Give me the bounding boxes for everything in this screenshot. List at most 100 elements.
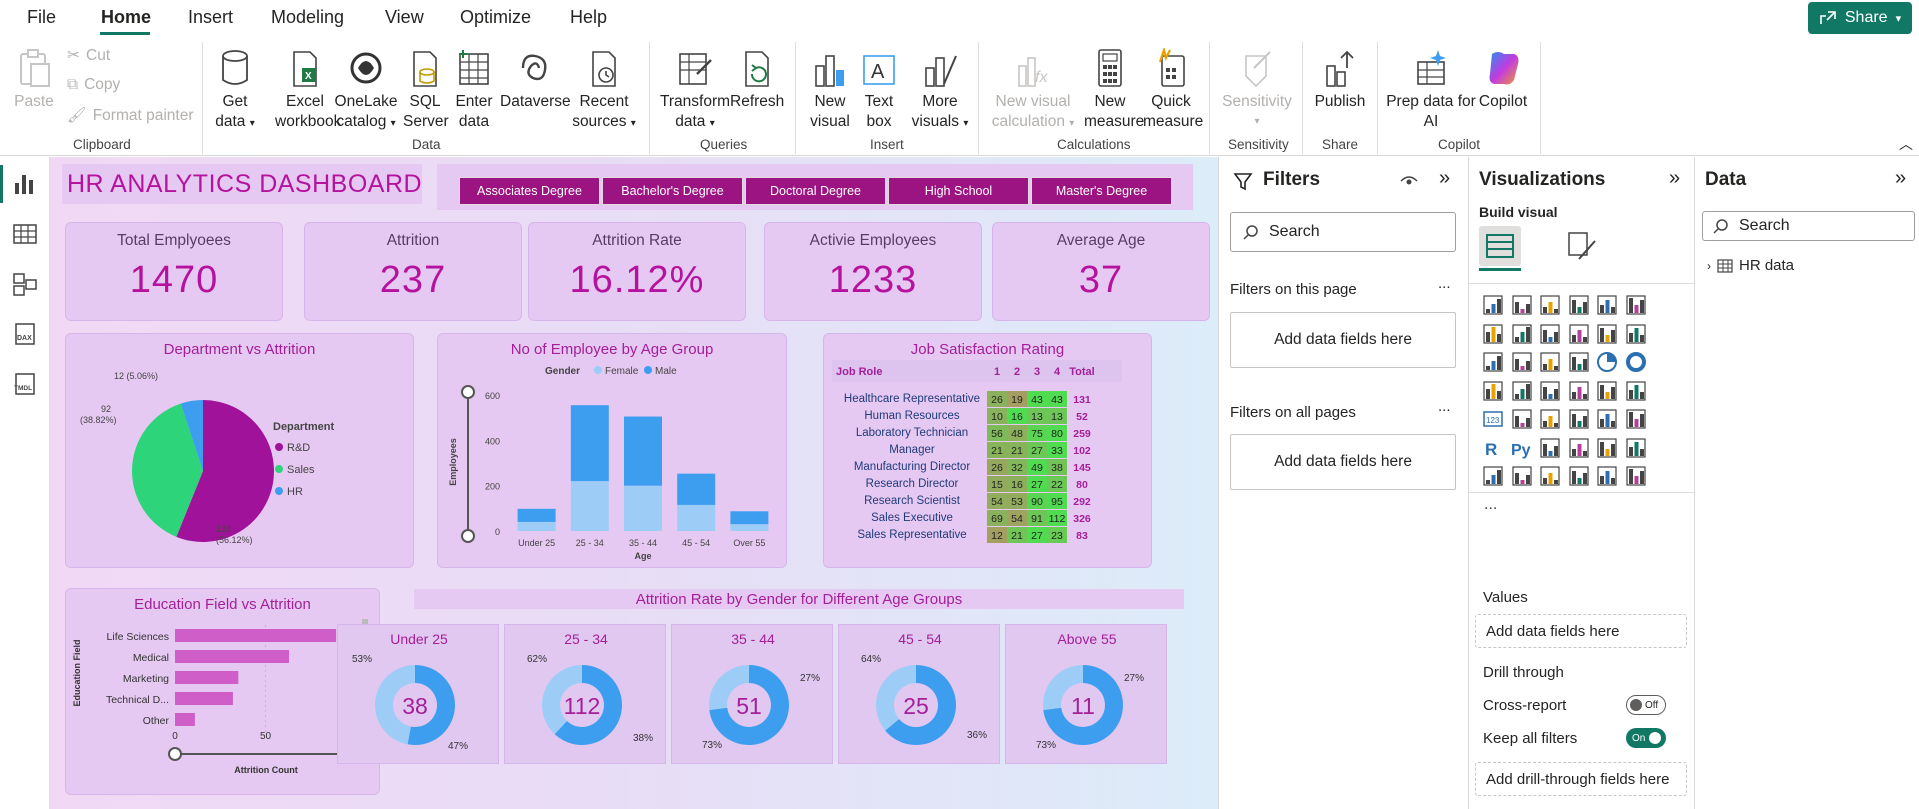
keep-filters-toggle[interactable]: On — [1626, 728, 1666, 748]
clustered-bar-visual-icon[interactable] — [1539, 294, 1561, 316]
scatter-visual-icon[interactable] — [1568, 351, 1590, 373]
kpi-card-attrition-rate[interactable]: Attrition Rate 16.12% — [528, 222, 746, 321]
more-visuals-button[interactable]: More visuals ▾ — [910, 46, 970, 134]
slicer-item-high-school[interactable]: High School — [888, 177, 1029, 205]
collapse-filters-icon[interactable]: » — [1439, 167, 1451, 189]
recent-sources-button[interactable]: Recent sources ▾ — [572, 46, 636, 134]
kpi-card-attrition[interactable]: Attrition 237 — [304, 222, 522, 321]
menu-file[interactable]: File — [27, 7, 57, 27]
kpi-card-total-employees[interactable]: Total Emplyoees 1470 — [65, 222, 283, 321]
100-column-visual-icon[interactable] — [1625, 294, 1647, 316]
excel-workbook-button[interactable]: X Excel workbook — [275, 46, 341, 132]
power-apps-visual-icon[interactable] — [1596, 465, 1618, 487]
menu-help[interactable]: Help — [570, 7, 608, 27]
card-visual-icon[interactable]: 123 — [1482, 408, 1504, 430]
qa-visual-icon[interactable] — [1596, 437, 1618, 459]
donut-card-2534[interactable]: 25 - 34 62% 38% 112 — [504, 624, 666, 764]
paste-button[interactable]: Paste — [14, 46, 54, 112]
onelake-catalog-button[interactable]: OneLake catalog ▾ — [334, 46, 398, 134]
pie-visual-icon[interactable] — [1596, 351, 1618, 373]
stacked-area-visual-icon[interactable] — [1539, 323, 1561, 345]
trophy-visual-icon[interactable] — [1482, 465, 1504, 487]
cut-button[interactable]: ✂ Cut — [67, 46, 110, 65]
kpi-card-active-employees[interactable]: Activie Employees 1233 — [764, 222, 982, 321]
copilot-button[interactable]: Copilot — [1472, 46, 1534, 112]
format-painter-button[interactable]: 🖌 Format painter — [67, 106, 193, 125]
funnel-visual-icon[interactable] — [1539, 351, 1561, 373]
menu-optimize[interactable]: Optimize — [460, 7, 532, 27]
100-bar-visual-icon[interactable] — [1596, 294, 1618, 316]
azure-map-visual-icon[interactable] — [1596, 380, 1618, 402]
sql-server-button[interactable]: SQL Server — [403, 46, 449, 132]
waterfall-visual-icon[interactable] — [1511, 351, 1533, 373]
department-attrition-visual[interactable]: Department vs Attrition 133 (56.12%) 92 (38… — [65, 333, 414, 568]
kpi-visual-icon[interactable] — [1539, 408, 1561, 430]
donut-visual-icon[interactable] — [1625, 351, 1647, 373]
donut-card-under25[interactable]: Under 25 53% 47% 38 — [337, 624, 499, 764]
clustered-column-visual-icon[interactable] — [1568, 294, 1590, 316]
filters-search-input[interactable]: Search — [1230, 212, 1456, 252]
prep-data-ai-button[interactable]: Prep data for AI — [1386, 46, 1476, 132]
report-view-icon[interactable] — [12, 171, 38, 197]
donut-card-4554[interactable]: 45 - 54 64% 36% 25 — [838, 624, 1000, 764]
education-field-visual[interactable]: Education Field vs Attrition Life Scienc… — [65, 588, 380, 795]
line-column-visual-icon[interactable] — [1596, 323, 1618, 345]
format-visual-icon[interactable] — [1565, 229, 1599, 263]
job-satisfaction-visual[interactable]: Job Satisfaction Rating Job Role 1 2 3 4 Tota… — [823, 333, 1152, 568]
slicer-item-doctoral[interactable]: Doctoral Degree — [745, 177, 886, 205]
donut-card-3544[interactable]: 35 - 44 73% 27% 51 — [671, 624, 833, 764]
gauge-visual-icon[interactable] — [1625, 380, 1647, 402]
add-all-pages-filter-well[interactable]: Add data fields here — [1230, 434, 1456, 490]
cross-report-toggle[interactable]: Off — [1626, 695, 1666, 715]
100-area-visual-icon[interactable] — [1568, 323, 1590, 345]
line-clustered-visual-icon[interactable] — [1625, 323, 1647, 345]
menu-view[interactable]: View — [385, 7, 424, 27]
more-options-icon[interactable]: ... — [1438, 398, 1451, 415]
new-measure-button[interactable]: New measure — [1084, 46, 1144, 132]
eye-icon[interactable] — [1399, 173, 1419, 189]
smart-narrative-visual-icon[interactable] — [1539, 465, 1561, 487]
collapse-ribbon-icon[interactable]: ︿ — [1899, 136, 1913, 152]
filled-map-visual-icon[interactable] — [1539, 380, 1561, 402]
text-box-button[interactable]: A Text box — [857, 46, 901, 132]
decomposition-tree-visual-icon[interactable] — [1568, 437, 1590, 459]
dax-query-view-icon[interactable]: DAX — [12, 321, 38, 347]
share-button[interactable]: Share ▾ — [1808, 2, 1912, 34]
slicer-item-associates[interactable]: Associates Degree — [459, 177, 600, 205]
data-search-input[interactable]: Search — [1702, 211, 1915, 241]
data-table-hr[interactable]: › HR data — [1707, 257, 1794, 274]
add-page-filter-well[interactable]: Add data fields here — [1230, 312, 1456, 368]
donut-card-above55[interactable]: Above 55 73% 27% 11 — [1005, 624, 1167, 764]
values-well[interactable]: Add data fields here — [1475, 614, 1687, 648]
age-group-visual[interactable]: No of Employee by Age Group Gender Female… — [437, 333, 787, 568]
drill-through-well[interactable]: Add drill-through fields here — [1475, 762, 1687, 796]
get-data-button[interactable]: Get data ▾ — [210, 46, 260, 134]
map-visual-icon[interactable] — [1511, 380, 1533, 402]
narrative-visual-icon[interactable] — [1625, 437, 1647, 459]
menu-home[interactable]: Home — [101, 7, 152, 27]
ribbon-visual-icon[interactable] — [1482, 351, 1504, 373]
slicer-item-masters[interactable]: Master's Degree — [1031, 177, 1172, 205]
refresh-button[interactable]: Refresh — [730, 46, 784, 112]
stacked-bar-visual-icon[interactable] — [1482, 294, 1504, 316]
menu-insert[interactable]: Insert — [188, 7, 234, 27]
matrix-visual-icon[interactable] — [1625, 408, 1647, 430]
new-visual-button[interactable]: New visual — [805, 46, 855, 132]
copy-button[interactable]: ⧉ Copy — [67, 76, 120, 94]
slicer-visual-icon[interactable] — [1568, 408, 1590, 430]
new-visual-calculation-button[interactable]: fx New visual calculation ▾ — [990, 46, 1076, 134]
power-automate-visual-icon[interactable] — [1625, 465, 1647, 487]
build-visual-tab[interactable] — [1479, 226, 1521, 266]
python-visual-visual-icon[interactable]: Py — [1511, 437, 1533, 459]
collapse-viz-icon[interactable]: » — [1669, 167, 1681, 189]
enter-data-button[interactable]: Enter data — [452, 46, 496, 132]
tmdl-view-icon[interactable]: TMDL — [12, 371, 38, 397]
metrics-visual-icon[interactable] — [1568, 465, 1590, 487]
more-options-icon[interactable]: ... — [1438, 275, 1451, 292]
more-visual-icon[interactable]: ... — [1482, 494, 1504, 516]
menu-modeling[interactable]: Modeling — [271, 7, 345, 27]
sensitivity-button[interactable]: Sensitivity ▾ — [1218, 46, 1296, 132]
table-view-icon[interactable] — [12, 221, 38, 247]
treemap-visual-icon[interactable] — [1482, 380, 1504, 402]
shape-map-visual-icon[interactable] — [1568, 380, 1590, 402]
